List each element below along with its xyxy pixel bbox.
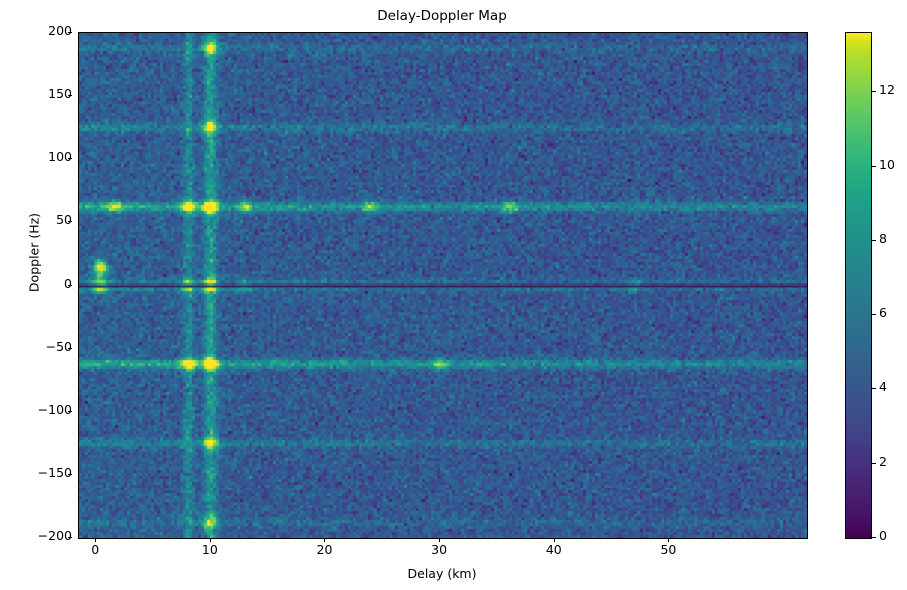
y-tick-label: −100: [37, 401, 72, 417]
colorbar-tick-label: 8: [879, 230, 887, 246]
y-tick-label: −200: [37, 528, 72, 543]
page-title: Delay-Doppler Map: [377, 8, 507, 24]
x-tick-label: 30: [431, 542, 448, 557]
colorbar-tick-label: 12: [879, 82, 895, 98]
x-tick-mark: [95, 538, 97, 542]
y-tick-mark: [68, 537, 72, 538]
colorbar-tick-label: 6: [879, 305, 887, 321]
colorbar-tick-mark: [872, 537, 876, 538]
x-tick-mark: [209, 538, 211, 542]
colorbar: 12 10 8 6 4 2 0: [845, 32, 907, 542]
y-tick-mark: [68, 473, 72, 475]
y-tick-mark: [68, 32, 72, 33]
colorbar-tick-mark: [872, 91, 876, 93]
x-axis-ticks: 0 10 20 30 40 50: [78, 538, 806, 568]
x-tick-mark: [668, 538, 670, 542]
x-tick-mark: [439, 538, 441, 542]
y-tick-label: −150: [37, 464, 72, 480]
x-tick-label: 20: [316, 542, 333, 557]
y-tick-mark: [68, 158, 72, 160]
colorbar-tick-mark: [872, 239, 876, 241]
y-tick-label: 150: [48, 86, 72, 102]
x-tick-mark: [324, 538, 326, 542]
colorbar-tick-label: 4: [879, 379, 887, 395]
colorbar-gradient: [845, 32, 872, 539]
y-tick-mark: [68, 95, 72, 97]
y-tick-mark: [68, 221, 72, 223]
y-axis-ticks: 200 150 100 50 0 −50 −100 −150 −200: [28, 0, 72, 590]
y-tick-mark: [68, 410, 72, 412]
colorbar-tick-label: 0: [879, 528, 887, 543]
y-tick-label: 50: [56, 212, 72, 228]
y-tick-label: −50: [45, 338, 72, 354]
y-tick-label: 100: [48, 149, 72, 165]
plot-area: [78, 32, 808, 539]
y-tick-label: 200: [48, 23, 72, 38]
x-tick-label: 0: [91, 542, 100, 557]
colorbar-tick-mark: [872, 165, 876, 167]
delay-doppler-heatmap: [79, 33, 807, 538]
colorbar-tick-mark: [872, 388, 876, 390]
colorbar-tick-label: 10: [879, 156, 895, 172]
y-tick-label: 0: [64, 275, 72, 291]
colorbar-tick-label: 2: [879, 453, 887, 469]
x-axis-label: Delay (km): [407, 566, 477, 581]
y-tick-mark: [68, 347, 72, 349]
colorbar-tick-mark: [872, 462, 876, 464]
x-tick-label: 10: [201, 542, 218, 557]
x-tick-label: 40: [545, 542, 562, 557]
y-axis-label: Doppler (Hz): [26, 212, 42, 293]
y-axis-label-holder: Doppler (Hz): [0, 0, 42, 590]
y-tick-mark: [68, 284, 72, 286]
x-tick-label: 50: [660, 542, 677, 557]
colorbar-tick-mark: [872, 314, 876, 316]
x-tick-mark: [553, 538, 555, 542]
